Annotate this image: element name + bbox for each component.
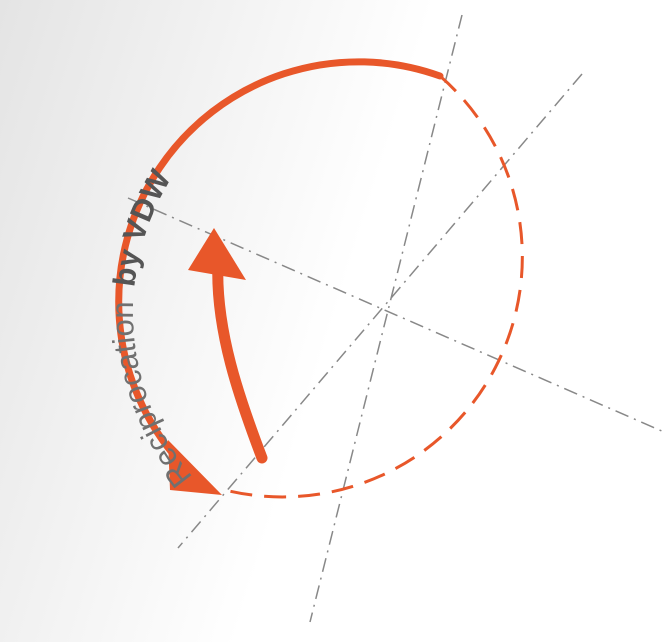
logo: Reciprocationby VDW — [0, 0, 667, 642]
background — [0, 0, 667, 642]
